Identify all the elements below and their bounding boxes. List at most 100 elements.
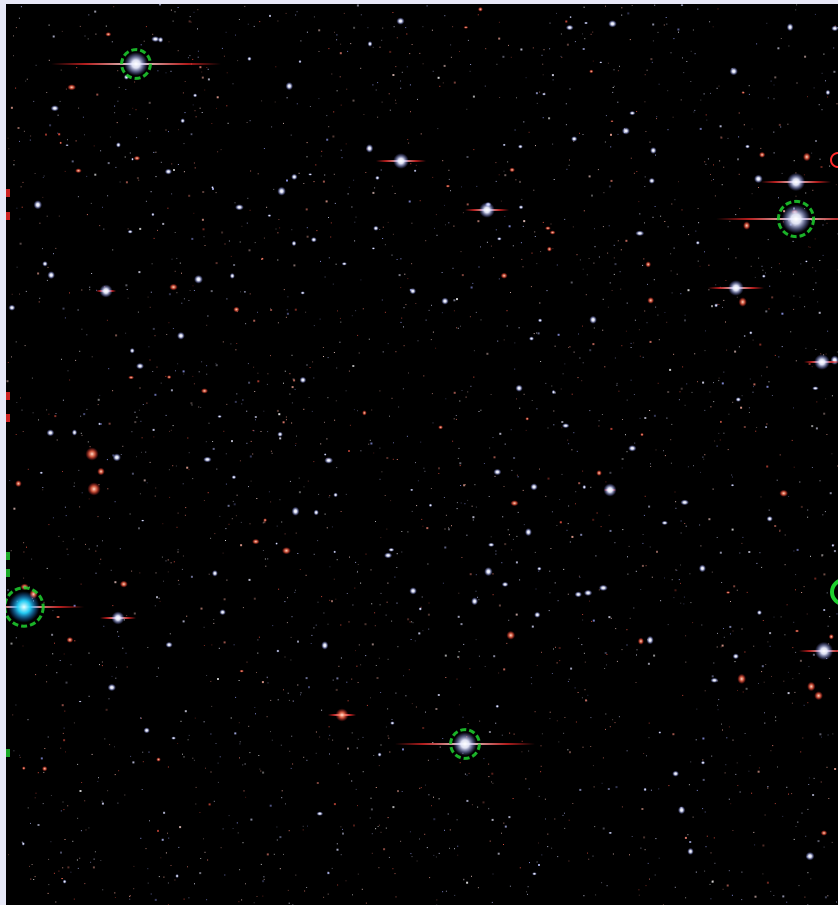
faint-star (433, 796, 434, 798)
faint-star (336, 39, 338, 41)
faint-star (253, 319, 256, 322)
faint-star (629, 854, 630, 856)
faint-star (8, 854, 9, 856)
faint-star (691, 391, 693, 393)
faint-star (614, 263, 617, 266)
galaxy (812, 386, 819, 391)
faint-star (50, 795, 52, 796)
faint-star (199, 812, 201, 813)
faint-star (821, 72, 823, 74)
faint-star (814, 13, 816, 15)
faint-star (444, 204, 445, 206)
faint-star (525, 778, 527, 780)
faint-star (247, 197, 249, 199)
faint-star (458, 592, 460, 594)
faint-star (168, 837, 170, 839)
faint-star (401, 531, 403, 532)
faint-star (232, 83, 234, 85)
faint-star (193, 162, 195, 164)
faint-star (114, 501, 116, 503)
faint-star (284, 533, 286, 535)
faint-star (273, 853, 275, 855)
faint-star (573, 432, 575, 434)
faint-star (654, 206, 656, 207)
faint-star (8, 148, 10, 150)
faint-star (503, 339, 505, 341)
faint-star (206, 67, 208, 68)
faint-star (682, 366, 684, 368)
faint-star (536, 408, 538, 410)
faint-star (172, 328, 174, 329)
faint-star (331, 600, 333, 603)
faint-star (684, 404, 686, 406)
faint-star (384, 495, 386, 496)
faint-star (352, 99, 355, 102)
faint-star (692, 816, 694, 818)
faint-star (183, 171, 185, 173)
faint-star (372, 46, 374, 48)
faint-star (48, 24, 50, 26)
faint-star (564, 717, 566, 718)
galaxy (518, 205, 524, 210)
faint-star (469, 70, 471, 72)
faint-star (631, 836, 633, 837)
galaxy (803, 152, 811, 162)
faint-star (552, 248, 554, 250)
faint-star (19, 756, 21, 758)
faint-star (714, 862, 716, 864)
faint-star (270, 450, 272, 452)
faint-star (589, 600, 590, 602)
faint-star (444, 546, 447, 549)
faint-star (766, 465, 769, 468)
faint-star (57, 114, 59, 116)
faint-star (453, 418, 455, 420)
faint-star (600, 526, 602, 528)
faint-star (836, 103, 838, 105)
faint-star (384, 244, 386, 246)
faint-star (386, 457, 389, 459)
faint-star (388, 737, 390, 739)
faint-star (813, 87, 815, 89)
faint-star (628, 545, 630, 547)
galaxy (277, 431, 283, 437)
galaxy (562, 423, 570, 429)
faint-star (424, 833, 426, 835)
faint-star (138, 179, 140, 181)
faint-star (296, 435, 297, 437)
faint-star (193, 383, 195, 385)
faint-star (30, 822, 31, 824)
faint-star (394, 873, 396, 875)
faint-star (545, 382, 547, 384)
faint-star (737, 785, 739, 786)
faint-star (639, 355, 641, 357)
faint-star (188, 452, 190, 454)
faint-star (203, 721, 205, 723)
faint-star (731, 894, 733, 896)
faint-star (168, 41, 170, 43)
faint-star (228, 240, 230, 242)
faint-star (731, 474, 733, 476)
bright-star (708, 280, 764, 296)
faint-star (765, 664, 767, 665)
galaxy (495, 704, 500, 708)
faint-star (679, 391, 681, 393)
galaxy (648, 177, 655, 184)
faint-star (515, 561, 518, 564)
faint-star (781, 172, 783, 174)
faint-star (334, 31, 335, 33)
galaxy (825, 89, 831, 96)
faint-star (534, 231, 536, 233)
edge-artifact (6, 212, 10, 220)
faint-star (466, 108, 468, 110)
faint-star (117, 70, 119, 72)
faint-star (521, 258, 523, 260)
faint-star (252, 453, 254, 455)
faint-star (288, 699, 290, 701)
faint-star (146, 118, 148, 120)
faint-star (519, 579, 521, 581)
galaxy (133, 155, 141, 161)
faint-star (245, 796, 247, 798)
faint-star (559, 499, 561, 500)
faint-star (67, 370, 69, 372)
